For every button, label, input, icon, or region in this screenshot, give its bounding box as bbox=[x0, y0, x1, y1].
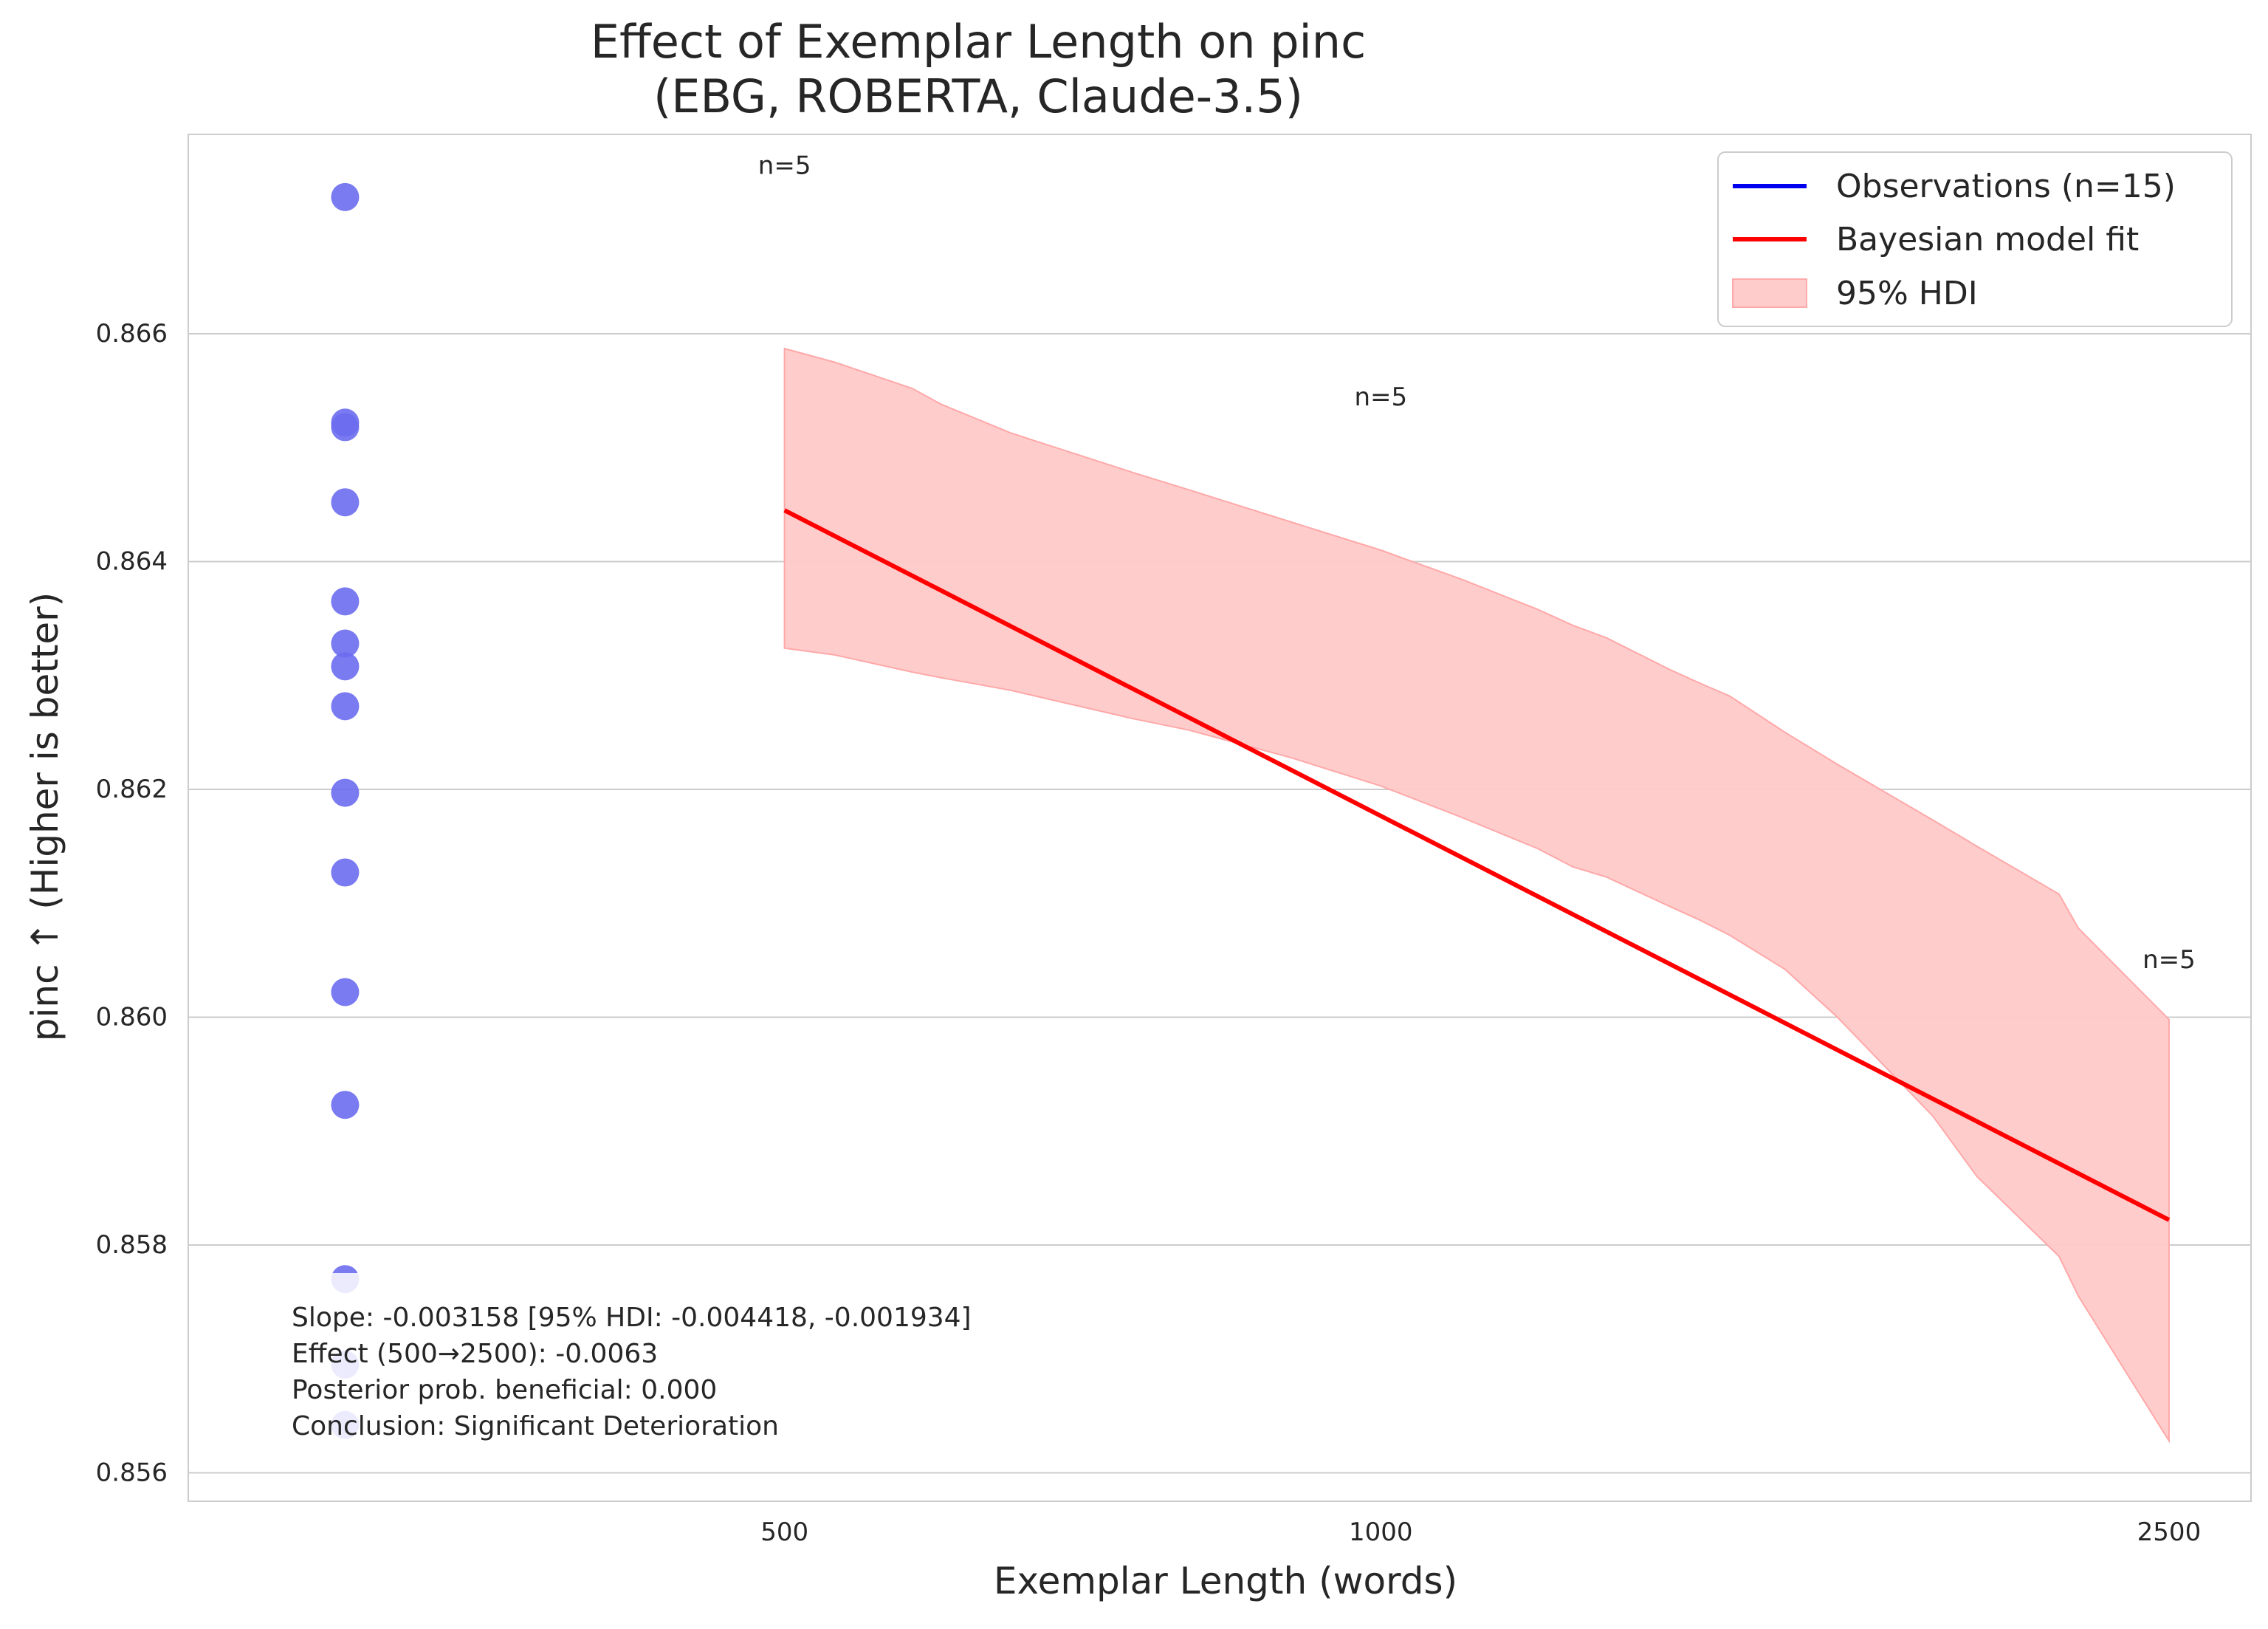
hdi-band bbox=[783, 347, 2170, 1444]
observation-point bbox=[331, 778, 360, 807]
x-axis-label: Exemplar Length (words) bbox=[994, 1560, 1457, 1602]
x-tick-label: 1000 bbox=[1349, 1517, 1413, 1547]
observation-point bbox=[331, 1091, 360, 1119]
x-tick-label: 2500 bbox=[2137, 1517, 2202, 1547]
legend-label: Observations (n=15) bbox=[1836, 168, 2176, 205]
observation-point bbox=[331, 858, 360, 887]
legend-label: Bayesian model fit bbox=[1836, 221, 2139, 258]
count-annotation: n=5 bbox=[2142, 945, 2196, 975]
observation-point bbox=[331, 182, 360, 211]
observation-point bbox=[331, 413, 360, 442]
fit-line bbox=[783, 508, 2171, 1222]
chart-title: Effect of Exemplar Length on pinc bbox=[591, 15, 1366, 69]
y-tick-label: 0.862 bbox=[96, 775, 168, 804]
y-axis-label: pinc ↑ (Higher is better) bbox=[24, 592, 66, 1042]
observation-point bbox=[331, 652, 360, 681]
stats-box bbox=[282, 1273, 755, 1447]
legend-frame bbox=[1717, 151, 2233, 327]
count-annotation: n=5 bbox=[758, 151, 811, 181]
y-tick-label: 0.866 bbox=[96, 319, 168, 349]
observation-point bbox=[331, 978, 360, 1006]
observation-point bbox=[331, 692, 360, 721]
count-annotation: n=5 bbox=[1354, 383, 1407, 412]
x-tick-label: 500 bbox=[760, 1517, 808, 1547]
stats-line: Posterior prob. beneficial: 0.000 bbox=[292, 1375, 717, 1405]
stats-line: Effect (500→2500): -0.0063 bbox=[292, 1339, 658, 1369]
stats-line: Conclusion: Significant Deterioration bbox=[292, 1411, 779, 1441]
plot-frame bbox=[188, 134, 2252, 1502]
observation-point bbox=[331, 587, 360, 616]
observation-point bbox=[331, 629, 360, 658]
y-tick-label: 0.864 bbox=[96, 546, 168, 576]
y-tick-label: 0.856 bbox=[96, 1458, 168, 1487]
y-tick-label: 0.858 bbox=[96, 1230, 168, 1260]
chart-subtitle: (EBG, ROBERTA, Claude-3.5) bbox=[653, 69, 1303, 123]
observation-point bbox=[331, 488, 360, 517]
legend: Observations (n=15) Bayesian model fit 95%… bbox=[1717, 151, 2233, 327]
stats-line: Slope: -0.003158 [95% HDI: -0.004418, -0… bbox=[292, 1303, 972, 1333]
plot-area: 0.856 0.858 0.860 0.862 0.864 0.866 500 1000 250… bbox=[96, 134, 2252, 1547]
y-tick-label: 0.860 bbox=[96, 1002, 168, 1032]
legend-label: 95% HDI bbox=[1836, 275, 1978, 312]
legend-swatch-patch bbox=[1732, 278, 1807, 308]
